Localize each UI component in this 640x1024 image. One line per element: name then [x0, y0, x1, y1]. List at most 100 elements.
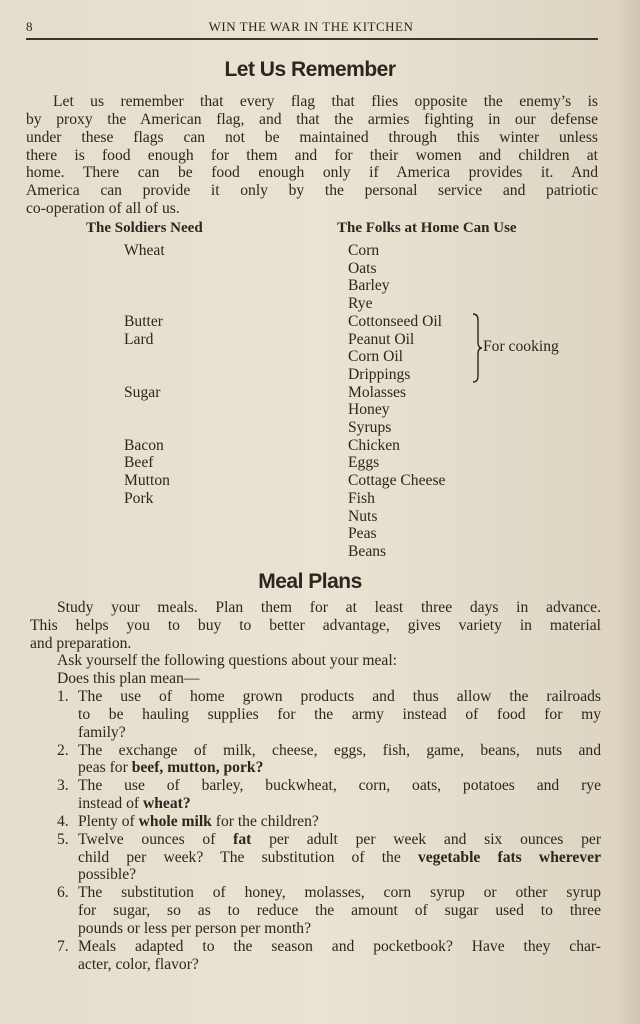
text-line: acter, color, flavor? [78, 956, 601, 974]
text-segment: pounds or less per person per month? [78, 920, 311, 938]
folks-can-use-item: Barley [348, 277, 390, 295]
folks-can-use-item: Cottonseed Oil [348, 312, 442, 330]
text-line: Let us remember that every flag that fli… [53, 93, 598, 110]
folks-can-use-item: Peanut Oil [348, 330, 415, 348]
text-line: family? [78, 724, 601, 742]
folks-can-use-item: Drippings [348, 365, 411, 383]
soldiers-need-item: Beef [124, 454, 154, 472]
text-line: child per week? The substitution of the … [78, 849, 601, 867]
folks-can-use-item: Honey [348, 401, 390, 419]
text-line: Plenty of whole milk for the children? [78, 813, 601, 831]
intro-paragraph: Let us remember that every flag that fli… [26, 93, 598, 218]
text-segment: Meals adapted to the season and pocketbo… [78, 937, 601, 955]
page-header: 8 WIN THE WAR IN THE KITCHEN [26, 19, 596, 37]
folks-can-use-item: Molasses [348, 383, 407, 401]
folks-can-use-item: Corn Oil [348, 348, 404, 366]
item-number: 2. [57, 741, 69, 759]
question-item: 7. Meals adapted to the season and pocket… [57, 938, 601, 974]
column-header-soldiers: The Soldiers Need [86, 220, 203, 236]
text-line: Study your meals. Plan them for at least… [57, 599, 601, 616]
emphasis-text: fat [233, 830, 252, 848]
text-segment: child per week? The substitution of the [78, 848, 418, 866]
text-line: possible? [78, 866, 601, 884]
question-item: 4. Plenty of whole milk for the children? [57, 813, 601, 831]
folks-can-use-item: Cottage Cheese [348, 472, 446, 490]
question-item: 2. The exchange of milk, cheese, eggs, fi… [57, 742, 601, 778]
text-line: The use of home grown products and thus … [78, 688, 601, 706]
item-number: 4. [57, 812, 69, 830]
text-line: pounds or less per person per month? [78, 920, 601, 938]
folks-can-use-item: Fish [348, 489, 375, 507]
does-line: Does this plan mean— [57, 670, 199, 688]
text-line: The exchange of milk, cheese, eggs, fish… [78, 742, 601, 760]
text-segment: peas for [78, 759, 132, 777]
section-title-let-us-remember: Let Us Remember [224, 58, 396, 81]
text-segment: acter, color, flavor? [78, 955, 199, 973]
question-item: 6. The substitution of honey, molasses, c… [57, 884, 601, 938]
item-number: 3. [57, 777, 69, 795]
soldiers-need-item: Lard [124, 330, 154, 348]
text-line: peas for beef, mutton, pork? [78, 759, 601, 777]
text-line: co-operation of all of us. [26, 200, 180, 218]
folks-can-use-item: Nuts [348, 507, 378, 525]
text-line: The use of barley, buckwheat, corn, oats… [78, 777, 601, 795]
soldiers-need-item: Butter [124, 312, 163, 330]
text-segment: The use of barley, buckwheat, corn, oats… [78, 777, 601, 795]
soldiers-need-item: Pork [124, 489, 154, 507]
text-segment: The exchange of milk, cheese, eggs, fish… [78, 741, 601, 759]
page-number: 8 [26, 19, 33, 34]
text-segment: family? [78, 723, 126, 741]
text-line: America can provide it only by the perso… [26, 182, 598, 200]
text-line: The substitution of honey, molasses, cor… [78, 884, 601, 902]
soldiers-need-item: Wheat [124, 242, 165, 259]
soldiers-need-item: Mutton [124, 472, 170, 490]
folks-can-use-item: Syrups [348, 419, 392, 436]
text-segment: The use of home grown products and thus … [78, 688, 601, 705]
question-item: 1. The use of home grown products and thu… [57, 688, 601, 742]
header-rule [26, 38, 598, 40]
folks-can-use-item: Rye [348, 295, 373, 313]
emphasis-text: whole milk [138, 812, 212, 830]
text-segment: instead of [78, 795, 143, 813]
text-line: This helps you to buy to better advantag… [30, 616, 601, 634]
folks-can-use-item: Beans [348, 542, 387, 560]
folks-can-use-item: Eggs [348, 454, 380, 472]
text-segment: The substitution of honey, molasses, cor… [78, 884, 601, 902]
running-title: WIN THE WAR IN THE KITCHEN [208, 19, 414, 34]
text-segment: to be hauling supplies for the army inst… [78, 705, 601, 723]
text-line: home. There can be food enough only if A… [26, 164, 598, 182]
brace-note: For cooking [483, 338, 559, 355]
section-title-meal-plans: Meal Plans [258, 570, 362, 593]
text-line: Twelve ounces of fat per adult per week … [78, 831, 601, 849]
folks-can-use-item: Chicken [348, 436, 400, 454]
brace-icon [472, 313, 483, 383]
item-number: 5. [57, 830, 69, 848]
column-header-folks: The Folks at Home Can Use [337, 220, 517, 236]
item-number: 1. [57, 688, 69, 705]
emphasis-text: vegetable fats wherever [417, 848, 601, 866]
question-item: 3. The use of barley, buckwheat, corn, oa… [57, 777, 601, 813]
item-number: 6. [57, 884, 69, 902]
text-line: under these flags can not be maintained … [26, 128, 598, 146]
emphasis-text: beef, mutton, pork? [131, 759, 264, 777]
text-line: there is food enough for them and for th… [26, 146, 598, 164]
ask-text: Ask yourself the following questions abo… [57, 652, 397, 669]
question-item: 5. Twelve ounces of fat per adult per wee… [57, 831, 601, 885]
folks-can-use-item: Corn [348, 242, 380, 259]
folks-can-use-item: Peas [348, 525, 377, 543]
text-segment: per adult per week and six ounces per [251, 830, 602, 848]
text-line: and preparation. [30, 634, 132, 652]
text-segment: for sugar, so as to reduce the amount of… [78, 902, 601, 920]
ask-line: Ask yourself the following questions abo… [57, 652, 397, 670]
text-line: to be hauling supplies for the army inst… [78, 706, 601, 724]
text-line: by proxy the American flag, and that the… [26, 110, 598, 128]
emphasis-text: wheat? [142, 795, 191, 813]
meal-plans-intro: Study your meals. Plan them for at least… [30, 599, 601, 653]
does-text: Does this plan mean— [57, 670, 200, 687]
text-segment: Plenty of [78, 812, 139, 830]
text-line: instead of wheat? [78, 795, 601, 813]
folks-can-use-item: Oats [348, 259, 377, 277]
item-number: 7. [57, 937, 69, 955]
soldiers-need-item: Sugar [124, 383, 161, 401]
